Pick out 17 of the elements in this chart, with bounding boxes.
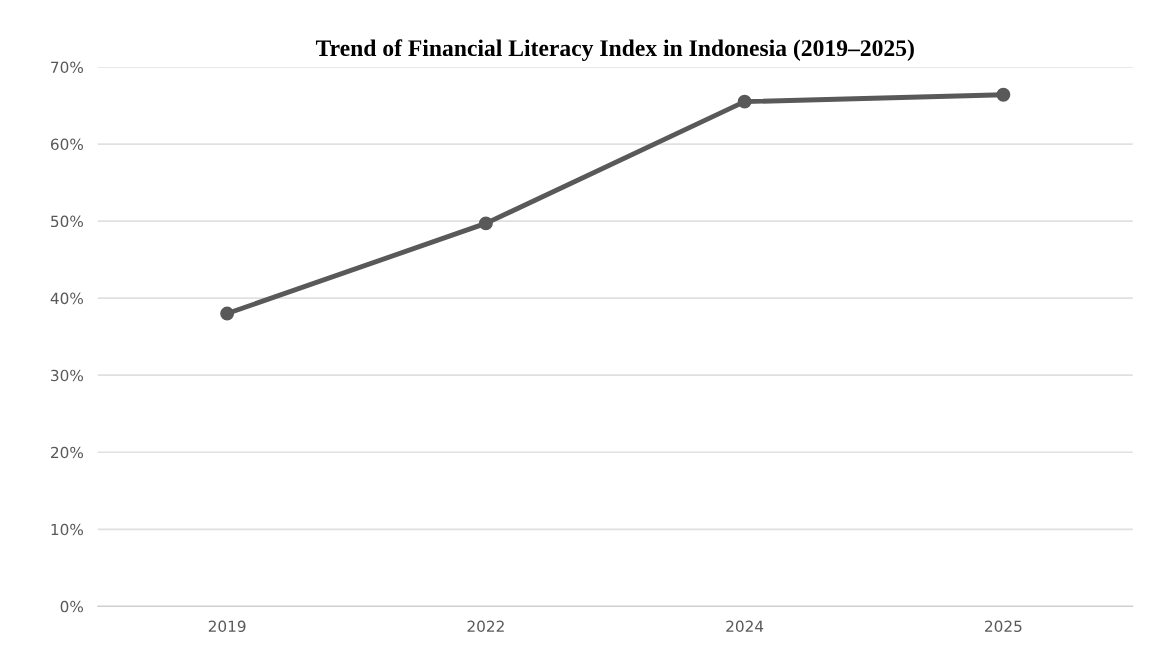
x-tick-label: 2024 (726, 620, 764, 633)
y-tick-label: 70% (51, 61, 84, 74)
y-tick-label: 30% (51, 369, 84, 382)
x-tick-label: 2022 (467, 620, 504, 633)
y-tick-label: 40% (50, 292, 84, 305)
point (478, 216, 493, 231)
point (220, 306, 235, 321)
y-tick-label: 20% (51, 446, 84, 459)
y-tick-label: 60% (50, 138, 84, 151)
y-tick-label: 0% (60, 600, 84, 613)
point (996, 87, 1011, 102)
y-tick-label: 50% (51, 215, 84, 228)
point (737, 94, 752, 109)
x-tick-label: 2025 (985, 620, 1022, 633)
x-tick-label: 2019 (208, 620, 246, 633)
y-tick-label: 10% (51, 523, 84, 536)
chart-title: Trend of Financial Literacy Index in Indonesia (2019–2025) (315, 39, 914, 61)
